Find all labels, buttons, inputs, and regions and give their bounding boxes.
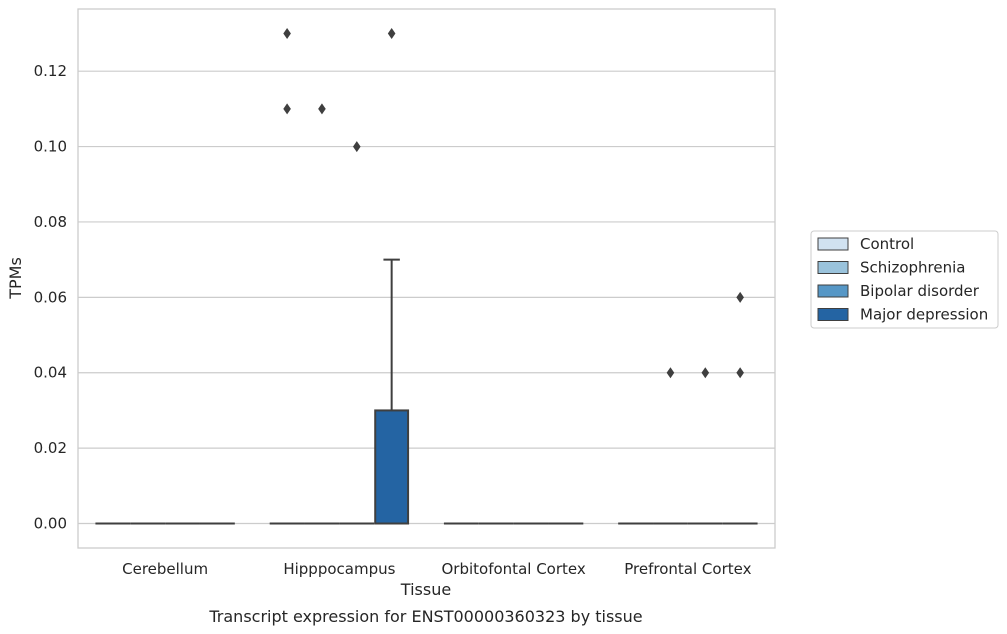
legend: Control Schizophrenia Bipolar disorder Majo…	[810, 230, 999, 329]
gridlines	[78, 70, 775, 525]
x-tick-label: Orbitofontal Cortex	[442, 560, 586, 578]
y-tick-label: 0.12	[34, 62, 67, 80]
legend-frame	[810, 230, 999, 329]
chart-caption: Transcript expression for ENST0000036032…	[208, 607, 642, 626]
legend-swatch	[817, 308, 849, 321]
x-tick-label: Prefrontal Cortex	[624, 560, 751, 578]
y-tick-label: 0.08	[34, 213, 67, 231]
outlier-point	[318, 103, 326, 115]
outlier-point	[353, 141, 361, 153]
legend-swatch	[817, 237, 849, 251]
y-tick-label: 0.06	[34, 288, 67, 306]
y-tick-label: 0.04	[34, 364, 67, 382]
x-tick-label: Hipppocampus	[283, 560, 395, 578]
legend-label: Schizophrenia	[860, 259, 965, 277]
box	[374, 409, 410, 525]
outlier-point	[701, 367, 710, 379]
legend-label: Bipolar disorder	[860, 282, 980, 300]
outlier-point	[283, 28, 291, 39]
x-tick-label: Cerebellum	[122, 560, 208, 578]
outlier-point	[387, 28, 396, 39]
legend-swatch	[817, 261, 849, 274]
y-tick-labels: 0.00 0.02 0.04 0.06 0.08 0.10 0.12	[34, 62, 67, 532]
x-axis-title: Tissue	[400, 580, 451, 599]
legend-label: Control	[860, 235, 914, 253]
y-axis-title: TPMs	[6, 257, 25, 300]
y-tick-label: 0.10	[34, 138, 67, 156]
plot-area	[77, 8, 776, 549]
box-series	[95, 28, 758, 525]
outlier-point	[283, 103, 291, 115]
outlier-point	[666, 367, 675, 379]
y-tick-label: 0.02	[34, 439, 67, 457]
x-tick-labels: Cerebellum Hipppocampus Orbitofontal Corte…	[122, 560, 751, 578]
outlier-point	[736, 291, 744, 303]
outlier-point	[736, 367, 744, 379]
legend-swatch	[817, 284, 849, 298]
legend-label: Major depression	[860, 306, 988, 324]
y-tick-label: 0.00	[34, 515, 67, 533]
